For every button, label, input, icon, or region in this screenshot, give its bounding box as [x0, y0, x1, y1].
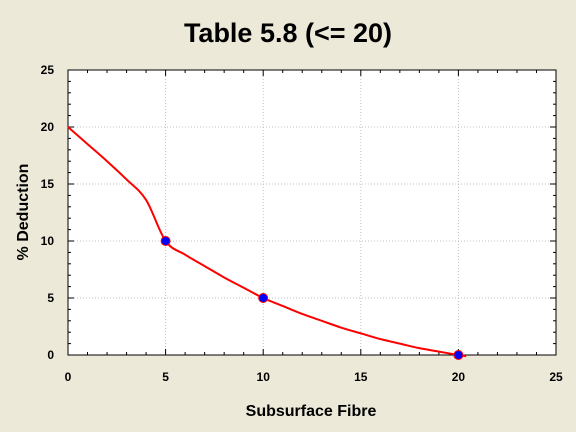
series — [67, 126, 467, 360]
x-tick-label: 10 — [257, 370, 271, 384]
grid — [68, 70, 556, 355]
y-tick-label: 0 — [47, 348, 54, 362]
chart-title: Table 5.8 (<= 20) — [184, 18, 392, 48]
x-tick-label: 25 — [549, 370, 563, 384]
y-tick-label: 25 — [41, 63, 55, 77]
y-axis-label: % Deduction — [15, 164, 32, 261]
y-tick-label: 5 — [47, 291, 54, 305]
series-curve — [67, 126, 467, 358]
y-tick-label: 15 — [41, 177, 55, 191]
y-tick-label: 20 — [41, 120, 55, 134]
x-tick-label: 5 — [162, 370, 169, 384]
axes: 0 5 10 15 20 25 0 5 10 15 20 25 — [41, 63, 563, 384]
plot-area — [68, 70, 556, 355]
data-point — [160, 236, 171, 246]
x-tick-label: 15 — [354, 370, 368, 384]
data-point — [453, 350, 464, 360]
x-tick-label: 0 — [65, 370, 72, 384]
y-tick-label: 10 — [41, 234, 55, 248]
data-point — [258, 293, 269, 303]
plot-frame — [67, 69, 557, 356]
x-tick-label: 20 — [452, 370, 466, 384]
x-axis-label: Subsurface Fibre — [246, 403, 377, 420]
